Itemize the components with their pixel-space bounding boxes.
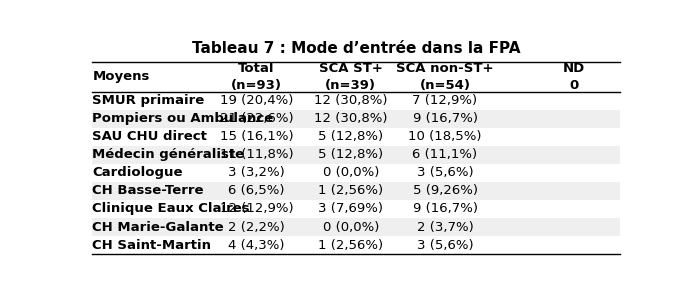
- Text: (n=93): (n=93): [231, 79, 282, 92]
- Text: CH Basse-Terre: CH Basse-Terre: [92, 184, 204, 197]
- Text: (n=54): (n=54): [420, 79, 471, 92]
- Text: 0: 0: [570, 79, 579, 92]
- Text: 5 (9,26%): 5 (9,26%): [413, 184, 477, 197]
- Text: Moyens: Moyens: [92, 70, 149, 83]
- Text: CH Marie-Galante: CH Marie-Galante: [92, 221, 224, 233]
- Text: Pompiers ou Ambulance: Pompiers ou Ambulance: [92, 112, 274, 125]
- Text: Tableau 7 : Mode d’entrée dans la FPA: Tableau 7 : Mode d’entrée dans la FPA: [192, 41, 521, 56]
- Text: 9 (16,7%): 9 (16,7%): [413, 202, 477, 215]
- Text: 5 (12,8%): 5 (12,8%): [318, 130, 384, 143]
- Text: 1 (2,56%): 1 (2,56%): [318, 184, 384, 197]
- Text: 3 (5,6%): 3 (5,6%): [417, 166, 473, 179]
- Text: SMUR primaire: SMUR primaire: [92, 94, 204, 107]
- Text: 6 (6,5%): 6 (6,5%): [228, 184, 285, 197]
- Text: 3 (5,6%): 3 (5,6%): [417, 239, 473, 252]
- Text: Clinique Eaux Claires: Clinique Eaux Claires: [92, 202, 250, 215]
- Text: Cardiologue: Cardiologue: [92, 166, 183, 179]
- Text: SAU CHU direct: SAU CHU direct: [92, 130, 207, 143]
- Text: ND: ND: [563, 62, 585, 75]
- Text: 15 (16,1%): 15 (16,1%): [220, 130, 293, 143]
- Text: 3 (3,2%): 3 (3,2%): [228, 166, 285, 179]
- Text: 11 (11,8%): 11 (11,8%): [220, 148, 293, 161]
- Text: 21 (22,6%): 21 (22,6%): [220, 112, 293, 125]
- Text: 0 (0,0%): 0 (0,0%): [322, 221, 379, 233]
- Text: 1 (2,56%): 1 (2,56%): [318, 239, 384, 252]
- Text: 10 (18,5%): 10 (18,5%): [408, 130, 482, 143]
- Text: SCA non-ST+: SCA non-ST+: [396, 62, 494, 75]
- Text: Médecin généraliste: Médecin généraliste: [92, 148, 245, 161]
- Text: 12 (30,8%): 12 (30,8%): [314, 112, 388, 125]
- Bar: [92, 182, 620, 200]
- Bar: [92, 146, 620, 164]
- Bar: [92, 218, 620, 236]
- Text: 7 (12,9%): 7 (12,9%): [413, 94, 477, 107]
- Text: Total: Total: [238, 62, 275, 75]
- Text: 0 (0,0%): 0 (0,0%): [322, 166, 379, 179]
- Text: 6 (11,1%): 6 (11,1%): [413, 148, 477, 161]
- Text: SCA ST+: SCA ST+: [319, 62, 383, 75]
- Text: 2 (3,7%): 2 (3,7%): [417, 221, 473, 233]
- Text: (n=39): (n=39): [325, 79, 376, 92]
- Text: 3 (7,69%): 3 (7,69%): [318, 202, 384, 215]
- Text: 19 (20,4%): 19 (20,4%): [220, 94, 293, 107]
- Bar: [92, 110, 620, 128]
- Text: 12 (12,9%): 12 (12,9%): [220, 202, 293, 215]
- Text: 9 (16,7%): 9 (16,7%): [413, 112, 477, 125]
- Text: 5 (12,8%): 5 (12,8%): [318, 148, 384, 161]
- Text: CH Saint-Martin: CH Saint-Martin: [92, 239, 211, 252]
- Text: 4 (4,3%): 4 (4,3%): [228, 239, 285, 252]
- Text: 2 (2,2%): 2 (2,2%): [228, 221, 285, 233]
- Text: 12 (30,8%): 12 (30,8%): [314, 94, 388, 107]
